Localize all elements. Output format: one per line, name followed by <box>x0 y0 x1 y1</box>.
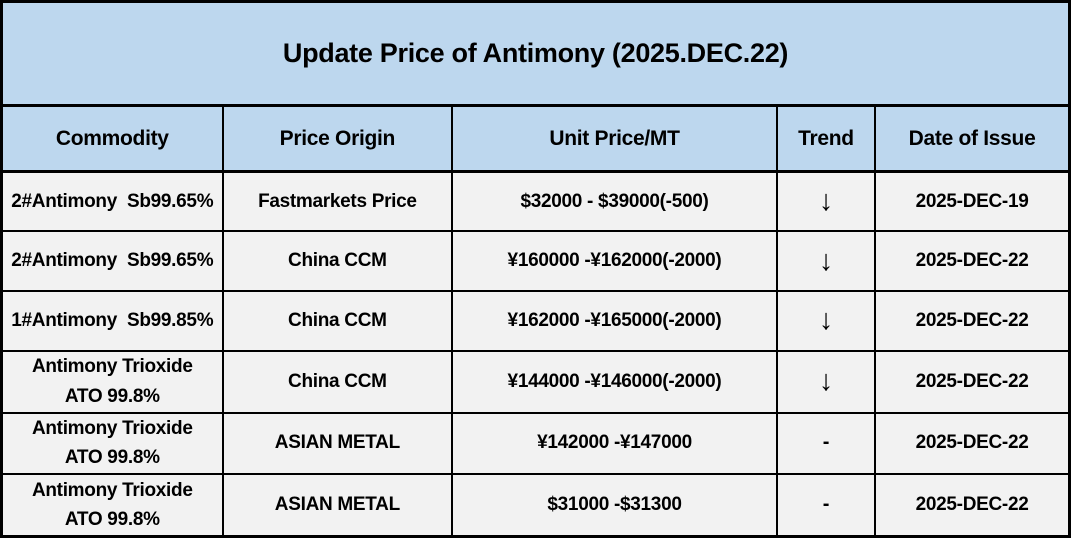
down-arrow-icon: ↓ <box>818 185 834 218</box>
unit-price-cell: ¥160000 -¥162000(-2000) <box>451 230 778 293</box>
trend-cell: - <box>775 411 877 476</box>
trend-cell: ↓ <box>775 349 877 414</box>
commodity-cell: 1#Antimony Sb99.85% <box>0 290 224 352</box>
trend-cell: ↓ <box>775 290 877 352</box>
column-header-unit-price: Unit Price/MT <box>451 104 778 173</box>
down-arrow-icon: ↓ <box>818 365 834 398</box>
flat-dash-icon: - <box>822 493 830 516</box>
date-of-issue-cell: 2025-DEC-19 <box>874 170 1071 233</box>
price-origin-cell: ASIAN METAL <box>221 473 454 538</box>
column-header-commodity: Commodity <box>0 104 224 173</box>
down-arrow-icon: ↓ <box>818 244 834 277</box>
unit-price-cell: $32000 - $39000(-500) <box>451 170 778 233</box>
commodity-cell: Antimony Trioxide ATO 99.8% <box>0 411 224 476</box>
column-header-row: Commodity Price Origin Unit Price/MT Tre… <box>0 104 1071 173</box>
table-row: 1#Antimony Sb99.85% China CCM ¥162000 -¥… <box>0 290 1071 352</box>
commodity-cell: Antimony Trioxide ATO 99.8% <box>0 349 224 414</box>
unit-price-cell: ¥142000 -¥147000 <box>451 411 778 476</box>
commodity-cell: Antimony Trioxide ATO 99.8% <box>0 473 224 538</box>
down-arrow-icon: ↓ <box>818 304 834 337</box>
commodity-cell: 2#Antimony Sb99.65% <box>0 230 224 293</box>
trend-cell: ↓ <box>775 230 877 293</box>
price-origin-cell: Fastmarkets Price <box>221 170 454 233</box>
trend-cell: ↓ <box>775 170 877 233</box>
table-row: Antimony Trioxide ATO 99.8% ASIAN METAL … <box>0 473 1071 538</box>
table-row: Antimony Trioxide ATO 99.8% ASIAN METAL … <box>0 411 1071 476</box>
page-title: Update Price of Antimony (2025.DEC.22) <box>0 0 1071 107</box>
date-of-issue-cell: 2025-DEC-22 <box>874 473 1071 538</box>
date-of-issue-cell: 2025-DEC-22 <box>874 349 1071 414</box>
price-origin-cell: China CCM <box>221 230 454 293</box>
title-row: Update Price of Antimony (2025.DEC.22) <box>0 0 1071 107</box>
price-origin-cell: China CCM <box>221 349 454 414</box>
price-origin-cell: ASIAN METAL <box>221 411 454 476</box>
table-row: Antimony Trioxide ATO 99.8% China CCM ¥1… <box>0 349 1071 414</box>
date-of-issue-cell: 2025-DEC-22 <box>874 411 1071 476</box>
commodity-cell: 2#Antimony Sb99.65% <box>0 170 224 233</box>
table-row: 2#Antimony Sb99.65% China CCM ¥160000 -¥… <box>0 230 1071 293</box>
trend-cell: - <box>775 473 877 538</box>
date-of-issue-cell: 2025-DEC-22 <box>874 290 1071 352</box>
date-of-issue-cell: 2025-DEC-22 <box>874 230 1071 293</box>
column-header-date-of-issue: Date of Issue <box>874 104 1071 173</box>
unit-price-cell: ¥162000 -¥165000(-2000) <box>451 290 778 352</box>
table-row: 2#Antimony Sb99.65% Fastmarkets Price $3… <box>0 170 1071 233</box>
flat-dash-icon: - <box>822 431 830 454</box>
unit-price-cell: ¥144000 -¥146000(-2000) <box>451 349 778 414</box>
column-header-trend: Trend <box>775 104 877 173</box>
price-origin-cell: China CCM <box>221 290 454 352</box>
column-header-price-origin: Price Origin <box>221 104 454 173</box>
unit-price-cell: $31000 -$31300 <box>451 473 778 538</box>
